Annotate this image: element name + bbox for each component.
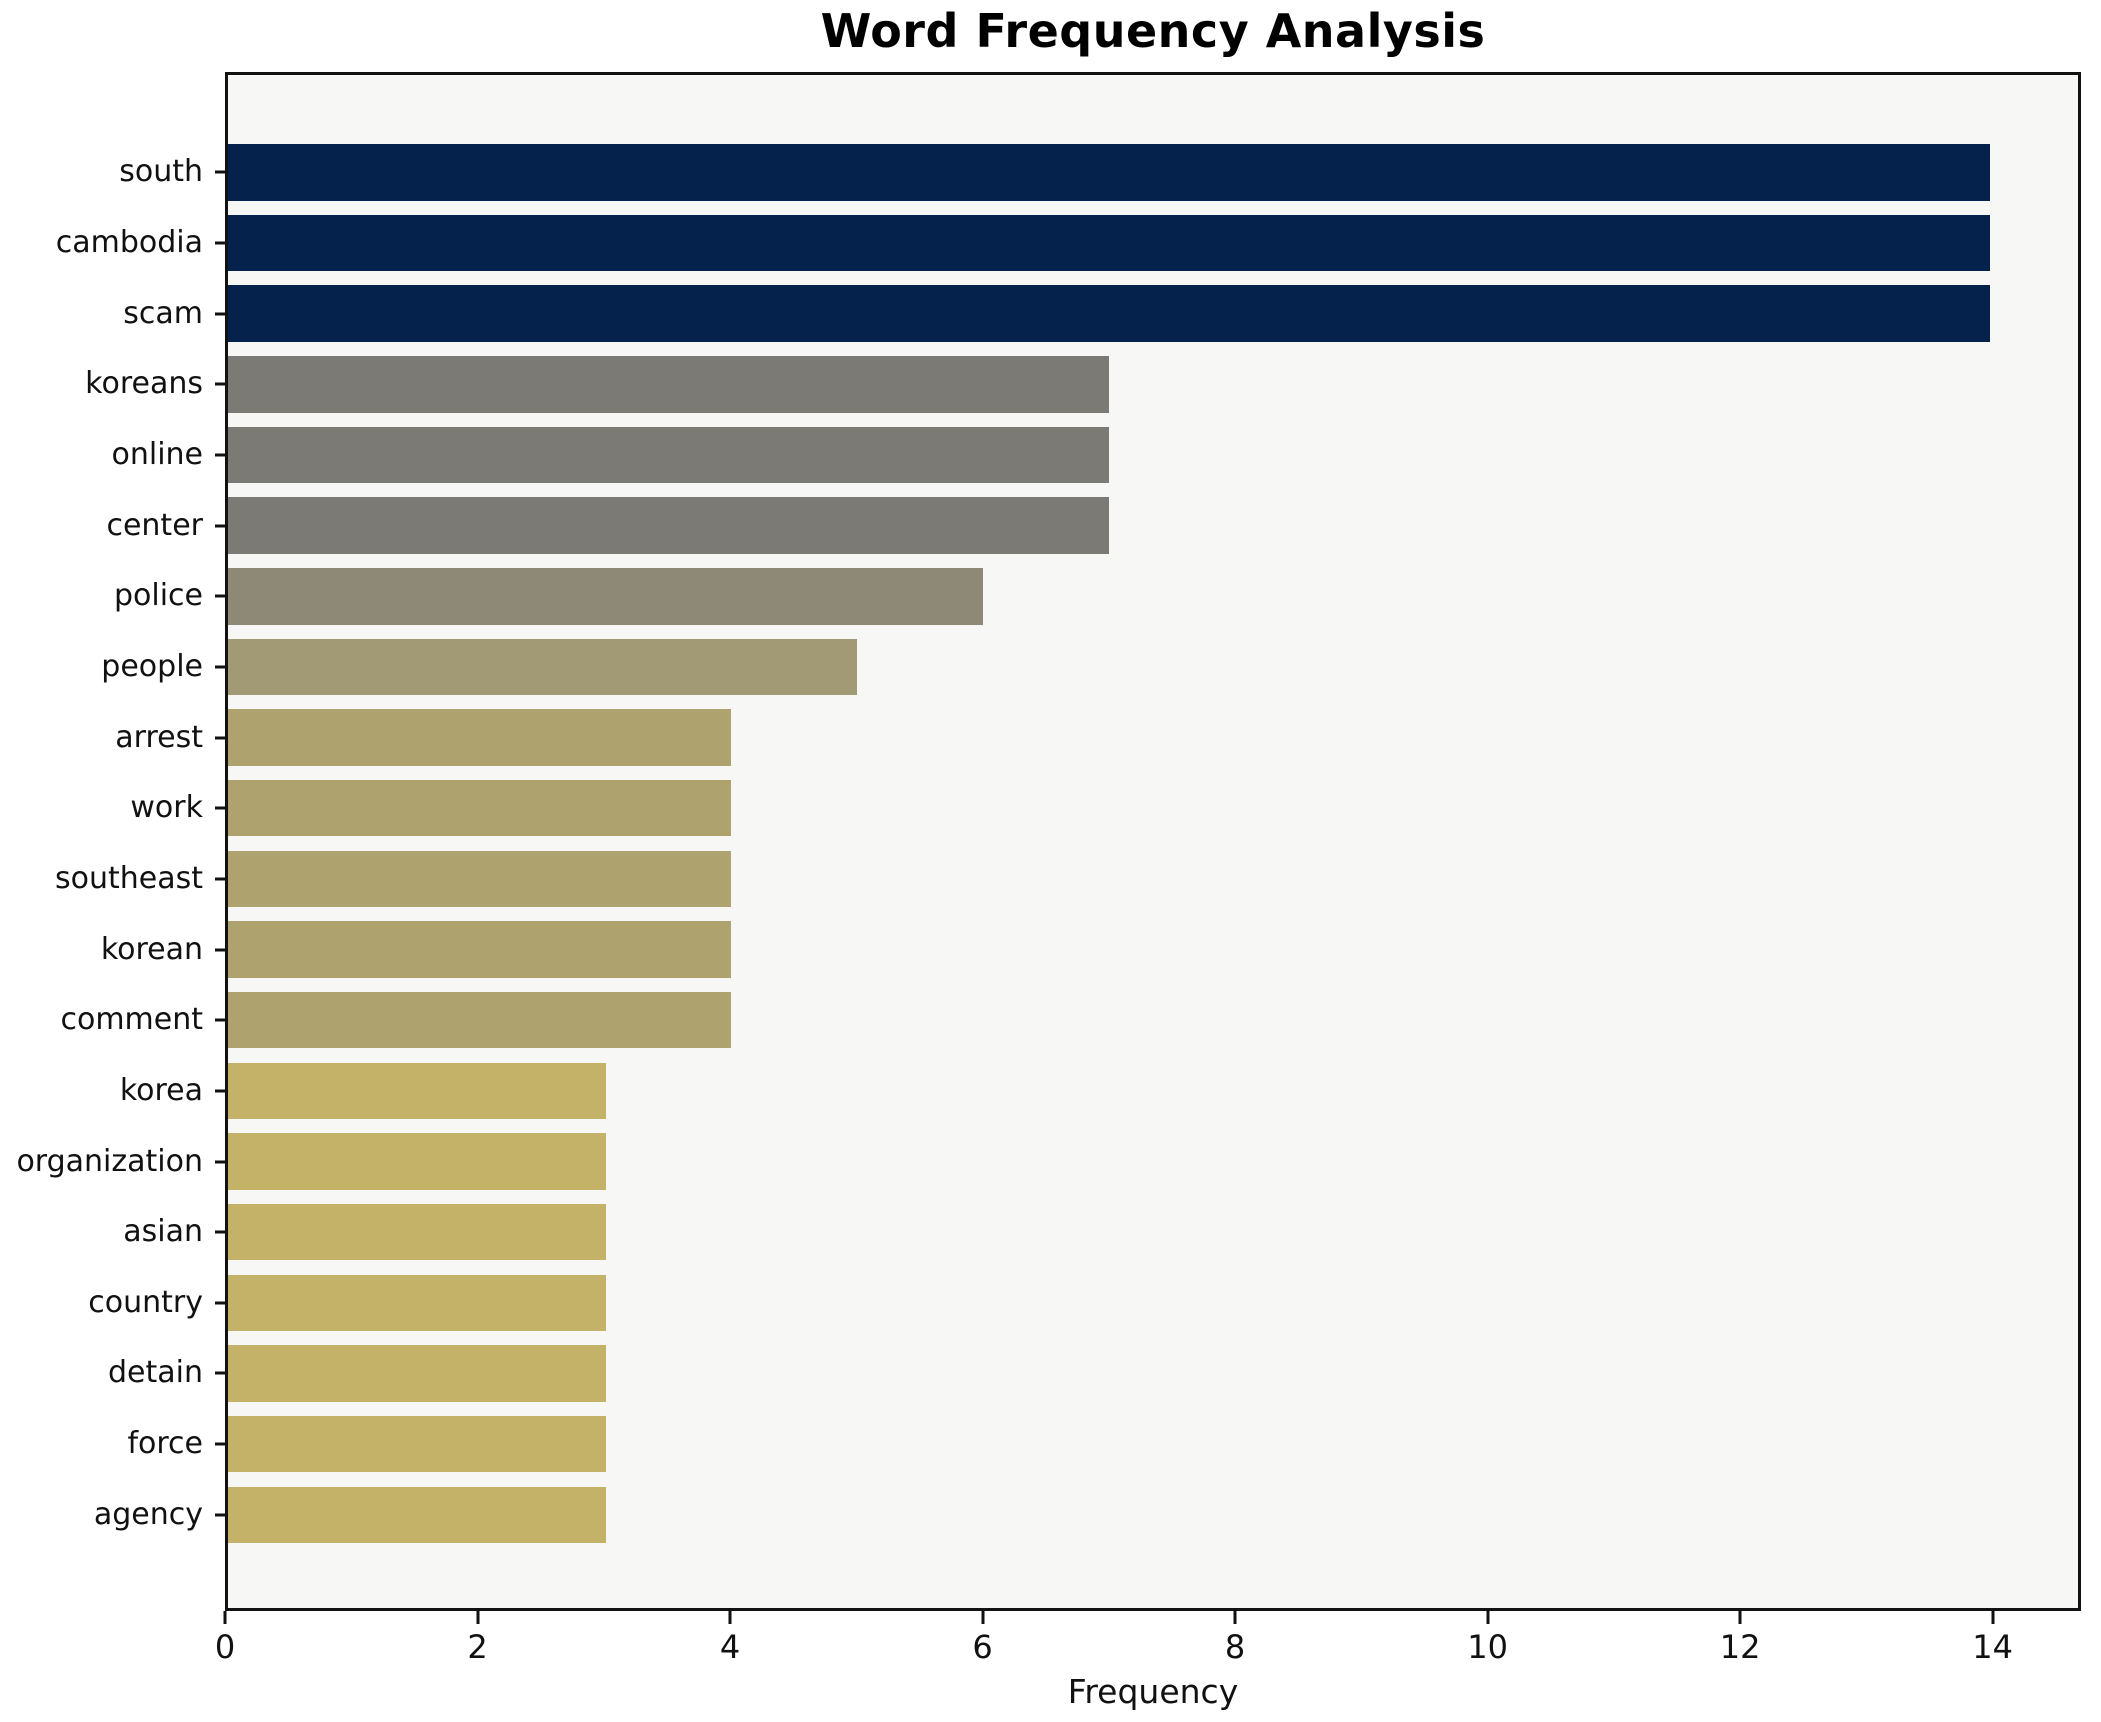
bar-comment bbox=[228, 991, 732, 1049]
bar-row: asian bbox=[123, 1197, 2078, 1268]
bar-center bbox=[228, 497, 1109, 554]
bar-work bbox=[228, 779, 732, 837]
x-tick-label: 0 bbox=[214, 1628, 236, 1666]
bar-southeast bbox=[228, 850, 732, 908]
x-tick-mark: 4 bbox=[720, 1611, 740, 1663]
bar-korea bbox=[228, 1062, 606, 1120]
x-tick-label: 8 bbox=[1224, 1628, 1246, 1666]
bar-row: force bbox=[127, 1409, 2078, 1480]
x-tick-mark: 8 bbox=[1225, 1611, 1245, 1663]
bar-detain bbox=[228, 1345, 606, 1402]
x-tick-label: 6 bbox=[972, 1628, 993, 1666]
y-tick-label: center bbox=[106, 507, 203, 543]
x-tick-label: 10 bbox=[1467, 1628, 1508, 1666]
y-tick-label: southeast bbox=[54, 860, 203, 896]
bar-online bbox=[228, 426, 1109, 484]
bar-row: work bbox=[130, 773, 2078, 844]
y-tick-label: korean bbox=[100, 931, 203, 967]
bar-people bbox=[228, 638, 858, 696]
x-tick-mark: 14 bbox=[1972, 1611, 2013, 1663]
bar-row: organization bbox=[16, 1126, 2078, 1197]
chart-title: Word Frequency Analysis bbox=[820, 4, 1486, 58]
bar-country bbox=[228, 1274, 606, 1332]
y-tick-label: arrest bbox=[115, 719, 203, 755]
bar-police bbox=[228, 568, 984, 625]
bar-row: arrest bbox=[115, 702, 2078, 773]
y-tick-label: scam bbox=[123, 295, 203, 331]
bar-cambodia bbox=[228, 214, 1990, 272]
bar-row: koreans bbox=[85, 349, 2078, 420]
x-tick-label: 2 bbox=[467, 1628, 488, 1666]
y-tick-label: agency bbox=[93, 1496, 203, 1532]
y-tick-label: police bbox=[113, 578, 203, 614]
y-tick-label: south bbox=[119, 154, 203, 190]
y-tick-label: korea bbox=[119, 1072, 203, 1108]
bar-row: scam bbox=[123, 278, 2078, 349]
bar-scam bbox=[228, 285, 1990, 342]
bar-row: center bbox=[106, 490, 2078, 561]
y-tick-label: cambodia bbox=[55, 224, 203, 260]
bar-row: detain bbox=[108, 1338, 2078, 1409]
y-tick-label: organization bbox=[16, 1143, 203, 1179]
y-tick-label: detain bbox=[108, 1355, 203, 1391]
bar-row: people bbox=[101, 632, 2078, 703]
x-tick-label: 12 bbox=[1719, 1628, 1761, 1666]
y-tick-label: koreans bbox=[85, 366, 203, 402]
bar-row: korea bbox=[120, 1056, 2078, 1127]
bar-south bbox=[228, 144, 1990, 201]
x-tick-mark: 2 bbox=[467, 1611, 488, 1663]
x-tick-mark: 10 bbox=[1467, 1611, 1508, 1663]
plot-area: south cambodia scam koreans online center poli… bbox=[16, 72, 2081, 1611]
x-tick-label: 14 bbox=[1972, 1628, 2013, 1666]
y-tick-label: online bbox=[111, 436, 203, 472]
bar-organization bbox=[228, 1133, 606, 1190]
y-tick-label: work bbox=[130, 790, 203, 826]
bar-row: police bbox=[114, 561, 2078, 632]
bar-row: comment bbox=[60, 985, 2078, 1056]
bar-row: country bbox=[88, 1268, 2078, 1339]
bar-row: southeast bbox=[55, 844, 2078, 915]
y-tick-label: country bbox=[88, 1284, 203, 1320]
bar-agency bbox=[228, 1486, 606, 1544]
y-tick-label: asian bbox=[123, 1214, 203, 1250]
y-tick-label: people bbox=[101, 648, 203, 684]
x-tick-mark: 0 bbox=[215, 1611, 235, 1663]
bar-row: online bbox=[111, 420, 2078, 491]
bar-koreans bbox=[228, 356, 1109, 413]
bar-row: south bbox=[119, 137, 2078, 208]
y-tick-label: comment bbox=[60, 1002, 203, 1038]
x-axis-label: Frequency bbox=[1067, 1672, 1239, 1711]
bar-korean bbox=[228, 921, 732, 978]
bar-row: korean bbox=[101, 914, 2078, 985]
x-tick-mark: 6 bbox=[972, 1611, 993, 1663]
bar-row: cambodia bbox=[56, 208, 2078, 279]
x-tick-label: 4 bbox=[719, 1628, 741, 1666]
bars-container: south cambodia scam koreans online center poli… bbox=[16, 75, 2078, 1608]
bar-row: agency bbox=[94, 1479, 2078, 1550]
y-tick-label: force bbox=[127, 1426, 203, 1462]
bar-force bbox=[228, 1415, 606, 1473]
x-tick-mark: 12 bbox=[1720, 1611, 1760, 1663]
bar-arrest bbox=[228, 709, 732, 766]
bar-asian bbox=[228, 1203, 606, 1261]
